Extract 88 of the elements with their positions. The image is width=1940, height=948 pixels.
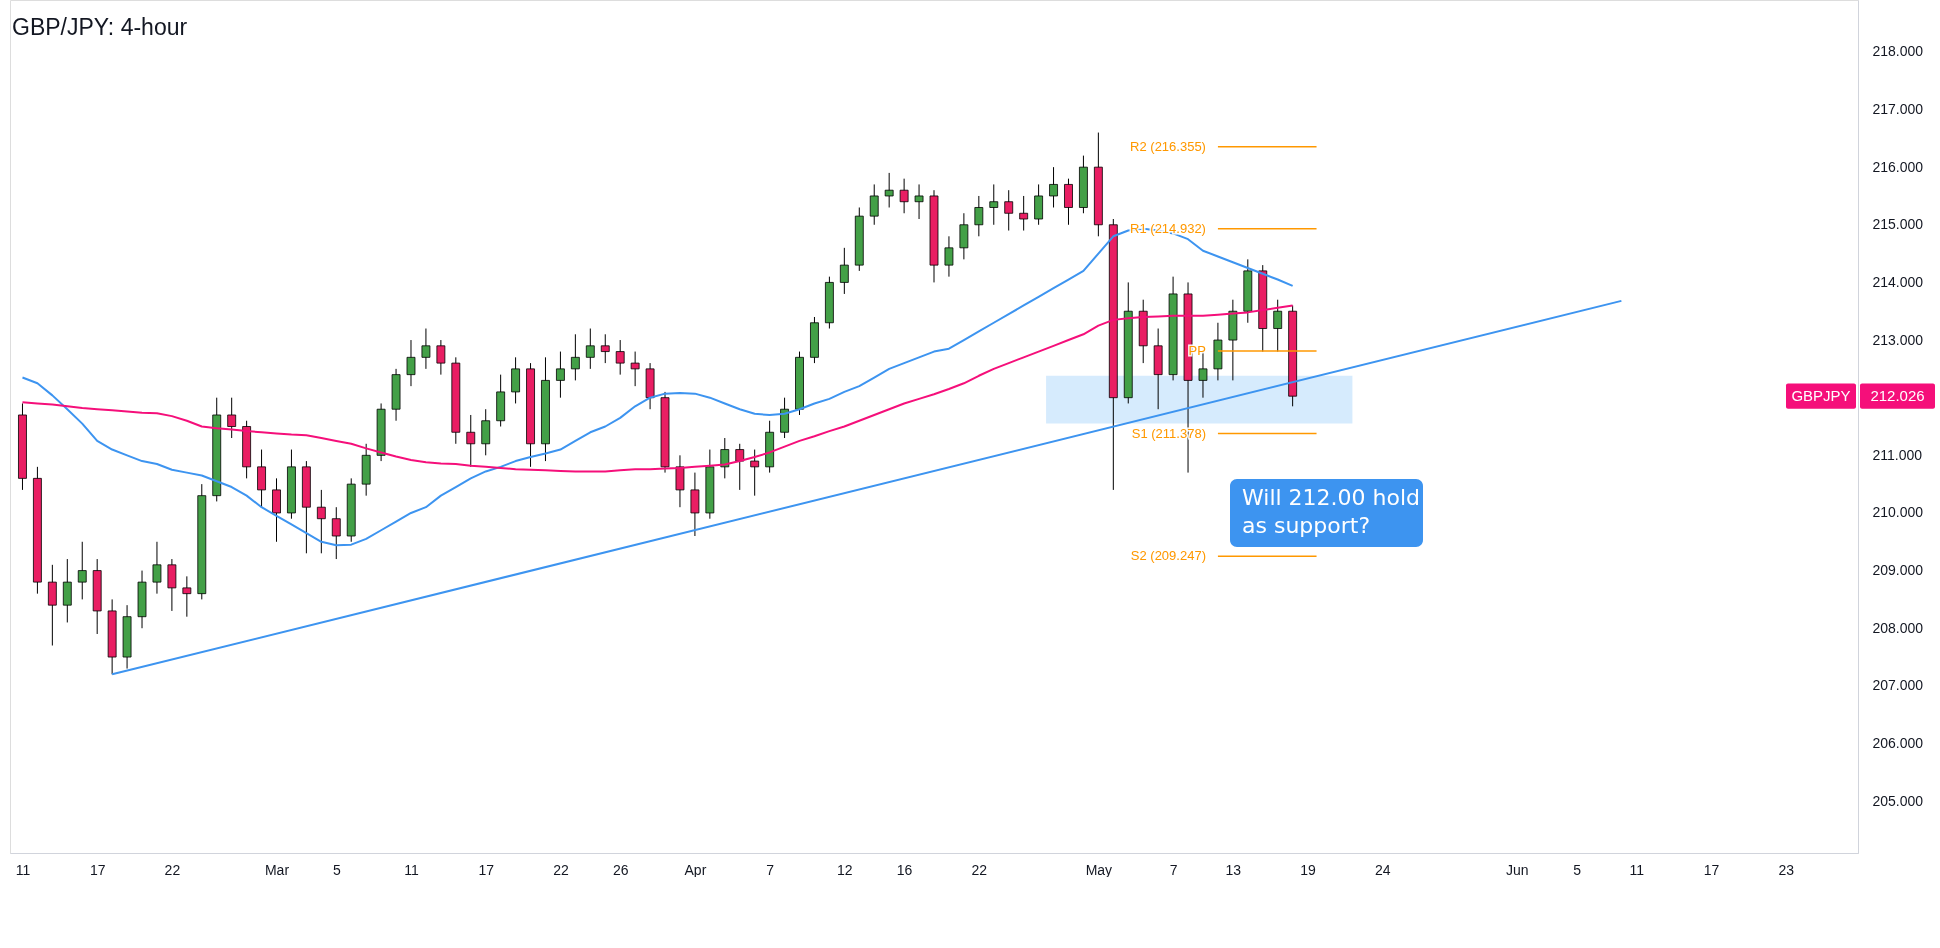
candlestick [959,212,969,260]
candlestick [630,351,640,387]
candlestick [1019,195,1029,232]
candlestick [227,397,237,439]
candlestick [77,541,87,600]
candlestick [675,454,685,508]
candlestick [944,235,954,278]
annotation: Will 212.00 hold as support? [1242,485,1421,538]
candlestick [556,351,565,399]
candlestick [466,414,476,468]
annotation: GBPJPY [1791,387,1851,405]
x-tick-label: 22 [553,861,569,878]
x-tick-label: 12 [837,861,853,878]
text: GBP/JPY: 4-hour [12,14,188,40]
candlestick [47,564,57,647]
x-tick-label: Mar [264,861,290,878]
x-tick-label: 5 [332,861,341,878]
x-tick-label: 17 [1703,861,1720,878]
ref-line-label: R2 (216.355) [1130,138,1206,154]
candlestick [585,328,595,370]
candlestick [780,397,789,439]
candlestick [421,328,431,370]
candlestick [750,449,760,497]
candlestick [690,472,700,537]
x-tick-label: 22 [971,861,988,878]
x-tick-label: 22 [164,861,181,878]
candlestick [1049,166,1058,208]
candlestick [869,183,879,226]
candlestick [331,506,341,560]
y-tick-label: 210.000 [1872,504,1924,521]
y-tick-label: 215.000 [1872,216,1924,233]
ref-line-label: S2 (209.247) [1130,548,1206,564]
x-tick-label: Apr [684,861,707,878]
candlestick [839,247,849,295]
x-tick-label: 17 [478,861,495,878]
x-tick-label: 7 [766,861,775,878]
candlestick [884,172,894,208]
line-series [21,304,1294,473]
y-tick-label: 213.000 [1872,331,1924,348]
x-tick-label: 24 [1375,861,1391,878]
candlestick [914,183,924,220]
candlestick [1004,189,1014,232]
candlestick [62,558,72,623]
x-tick-label: 19 [1300,861,1317,878]
candlestick [406,339,416,387]
candlestick [257,449,266,508]
y-tick-label: 211.000 [1872,446,1923,463]
candlestick [152,541,162,595]
y-tick-label: 205.000 [1872,792,1924,809]
candlestick [899,178,909,214]
x-tick-label: Jun [1505,861,1529,878]
candlestick [1064,178,1073,226]
x-tick-label: 23 [1778,861,1795,878]
y-tick-label: 217.000 [1872,101,1924,118]
candlestick [436,339,446,376]
x-tick-label: 5 [1573,861,1582,878]
y-tick-label: 218.000 [1872,43,1924,60]
y-tick-label: 207.000 [1872,677,1924,694]
x-tick-label: 26 [612,861,629,878]
candlestick [720,437,730,479]
candlestick [182,575,192,618]
y-tick-label: 216.000 [1872,158,1924,175]
candlestick [1273,299,1283,353]
candlestick [316,489,326,554]
x-tick-label: 16 [896,861,913,878]
candlestick [1034,183,1043,226]
y-tick-label: 208.000 [1872,619,1924,636]
candlestick [167,558,177,612]
x-tick-label: May [1085,861,1113,878]
x-tick-label: 11 [404,861,419,878]
y-tick-label: 214.000 [1872,273,1924,290]
y-tick-label: 206.000 [1872,734,1924,751]
text: 212.026 [1870,387,1925,405]
candlestick [615,339,625,376]
candlestick [570,333,580,381]
x-tick-label: 17 [89,861,106,878]
x-tick-label: 7 [1169,861,1178,878]
candlestick [272,477,281,543]
candlestick [974,195,984,237]
x-tick-label: 11 [15,861,31,878]
x-tick-label: 13 [1225,861,1242,878]
candlestick [600,333,610,364]
candlestick [481,408,491,456]
x-tick-label: 11 [1629,861,1645,878]
y-tick-label: 209.000 [1872,562,1924,579]
candlestick [989,183,999,226]
candlestick [735,443,745,491]
candlestick [511,356,520,404]
